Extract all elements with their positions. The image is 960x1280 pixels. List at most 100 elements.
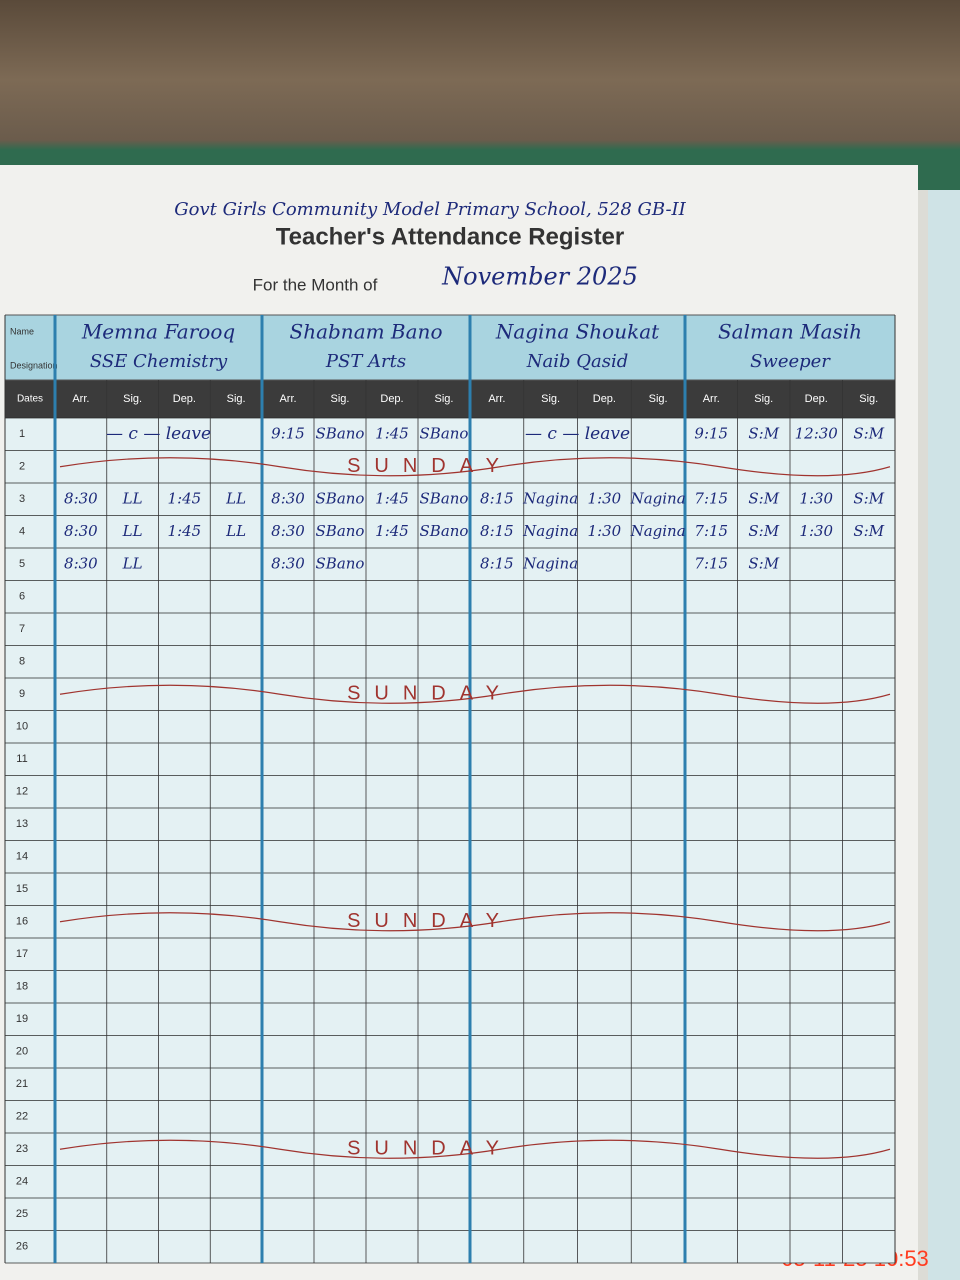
column-header: Sig. xyxy=(649,393,668,405)
attendance-entry: — c — leave xyxy=(525,424,630,444)
attendance-entry: 1:30 xyxy=(588,489,622,507)
sunday-note: SUNDAY xyxy=(347,910,513,932)
date: 6 xyxy=(19,591,25,603)
attendance-entry: SBano xyxy=(420,522,469,540)
date: 21 xyxy=(16,1078,28,1090)
date: 12 xyxy=(16,786,28,798)
staff-name: Memna Farooq xyxy=(81,320,235,344)
attendance-entry: Nagina xyxy=(522,522,578,540)
attendance-entry: 1:45 xyxy=(168,522,202,540)
date: 18 xyxy=(16,981,28,993)
date: 23 xyxy=(16,1143,28,1155)
column-header: Dep. xyxy=(593,393,616,405)
attendance-entry: S:M xyxy=(748,522,779,540)
attendance-entry: SBano xyxy=(316,489,365,507)
column-header: Sig. xyxy=(227,393,246,405)
attendance-entry: SBano xyxy=(316,424,365,442)
attendance-entry: 1:45 xyxy=(375,522,409,540)
attendance-entry: S:M xyxy=(748,489,779,507)
date: 5 xyxy=(19,558,25,570)
attendance-entry: S:M xyxy=(853,489,884,507)
date: 19 xyxy=(16,1013,28,1025)
sunday-note: SUNDAY xyxy=(347,1138,513,1160)
sunday-wave xyxy=(59,457,891,477)
attendance-entry: 1:45 xyxy=(168,489,202,507)
attendance-entry: 1:45 xyxy=(375,424,409,442)
column-header: Arr. xyxy=(703,393,720,405)
date: 11 xyxy=(16,753,27,765)
attendance-entry: 8:30 xyxy=(271,522,305,540)
attendance-entry: SBano xyxy=(316,554,365,572)
attendance-entry: 7:15 xyxy=(694,489,728,507)
date: 14 xyxy=(16,851,28,863)
attendance-entry: 8:30 xyxy=(64,489,98,507)
date: 2 xyxy=(19,461,25,473)
attendance-entry: Nagina xyxy=(630,522,686,540)
staff-name: Shabnam Bano xyxy=(290,320,443,344)
designation-label: Designation xyxy=(10,360,58,370)
attendance-entry: 1:30 xyxy=(799,522,833,540)
title: Teacher's Attendance Register xyxy=(276,223,625,250)
month-label: For the Month of xyxy=(253,275,378,294)
attendance-entry: 7:15 xyxy=(694,522,728,540)
column-header: Sig. xyxy=(123,393,142,405)
attendance-entry: S:M xyxy=(748,554,779,572)
date: 7 xyxy=(19,623,25,635)
attendance-entry: Nagina xyxy=(522,554,578,572)
date: 17 xyxy=(16,948,28,960)
dates-label: Dates xyxy=(17,394,43,405)
date: 15 xyxy=(16,883,28,895)
column-header: Sig. xyxy=(435,393,454,405)
attendance-entry: 1:45 xyxy=(375,489,409,507)
date: 4 xyxy=(19,526,25,538)
sunday-note: SUNDAY xyxy=(347,455,513,477)
attendance-entry: 8:15 xyxy=(480,522,514,540)
attendance-entry: LL xyxy=(225,522,246,540)
column-header: Dep. xyxy=(380,393,403,405)
staff-designation: PST Arts xyxy=(325,351,406,372)
attendance-entry: 8:15 xyxy=(480,489,514,507)
attendance-entry: SBano xyxy=(316,522,365,540)
date: 1 xyxy=(19,428,25,440)
date: 20 xyxy=(16,1046,28,1058)
staff-name: Nagina Shoukat xyxy=(495,320,660,344)
column-header: Arr. xyxy=(279,393,296,405)
column-header: Sig. xyxy=(331,393,350,405)
attendance-entry: 1:30 xyxy=(588,522,622,540)
attendance-entry: 9:15 xyxy=(694,424,728,442)
school-name: Govt Girls Community Model Primary Schoo… xyxy=(174,199,686,220)
attendance-entry: 8:30 xyxy=(64,554,98,572)
staff-designation: Naib Qasid xyxy=(526,351,629,372)
column-header: Sig. xyxy=(859,393,878,405)
month: November 2025 xyxy=(441,263,638,291)
column-header: Sig. xyxy=(541,393,560,405)
date: 24 xyxy=(16,1176,28,1188)
attendance-entry: SBano xyxy=(420,424,469,442)
sunday-wave xyxy=(59,1139,891,1159)
date: 3 xyxy=(19,493,25,505)
staff-designation: Sweeper xyxy=(750,351,831,372)
column-header: Arr. xyxy=(72,393,89,405)
date: 10 xyxy=(16,721,28,733)
attendance-entry: LL xyxy=(122,522,143,540)
next-page xyxy=(928,190,960,1280)
name-label: Name xyxy=(10,326,34,336)
attendance-entry: 1:30 xyxy=(799,489,833,507)
date: 25 xyxy=(16,1208,28,1220)
sunday-wave xyxy=(59,684,891,704)
attendance-entry: 7:15 xyxy=(694,554,728,572)
attendance-entry: 12:30 xyxy=(795,424,839,442)
sunday-note: SUNDAY xyxy=(347,683,513,705)
date: 26 xyxy=(16,1241,28,1253)
column-header: Dep. xyxy=(805,393,828,405)
staff-designation: SSE Chemistry xyxy=(90,351,228,372)
date: 22 xyxy=(16,1111,28,1123)
column-header: Dep. xyxy=(173,393,196,405)
attendance-entry: 8:30 xyxy=(64,522,98,540)
attendance-entry: LL xyxy=(122,554,143,572)
attendance-entry: Nagina xyxy=(630,489,686,507)
sunday-wave xyxy=(59,912,891,932)
attendance-entry: LL xyxy=(122,489,143,507)
